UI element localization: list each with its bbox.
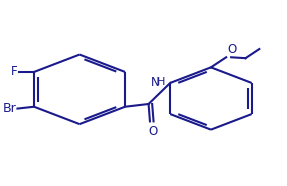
Text: N: N: [151, 76, 160, 89]
Text: O: O: [149, 125, 158, 138]
Text: F: F: [11, 65, 18, 78]
Text: Br: Br: [3, 102, 17, 115]
Text: H: H: [157, 77, 165, 87]
Text: O: O: [228, 43, 237, 56]
